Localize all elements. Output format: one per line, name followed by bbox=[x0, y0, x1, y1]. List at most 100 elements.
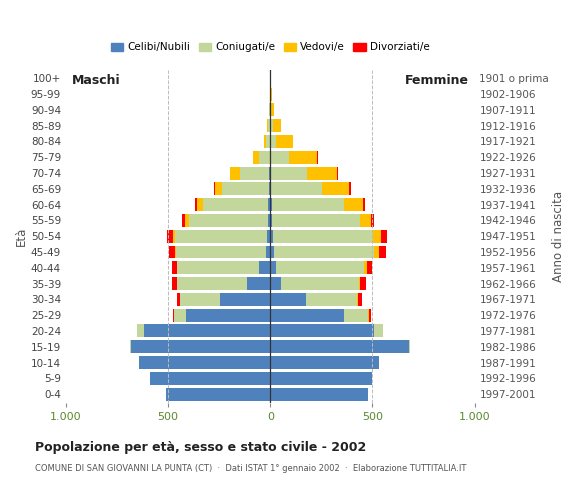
Bar bbox=[289, 151, 317, 164]
Bar bbox=[270, 135, 277, 148]
Bar bbox=[344, 309, 368, 322]
Bar bbox=[358, 293, 362, 306]
Bar bbox=[269, 103, 270, 116]
Bar bbox=[253, 151, 259, 164]
Bar bbox=[269, 182, 270, 195]
Bar bbox=[270, 340, 409, 353]
Bar bbox=[363, 198, 365, 211]
Bar bbox=[186, 309, 270, 322]
Bar bbox=[277, 135, 293, 148]
Bar bbox=[270, 356, 379, 369]
Bar bbox=[270, 198, 272, 211]
Bar bbox=[268, 198, 270, 211]
Bar bbox=[270, 230, 273, 243]
Bar bbox=[266, 135, 270, 148]
Bar bbox=[246, 277, 270, 290]
Bar bbox=[176, 246, 266, 258]
Bar bbox=[270, 151, 289, 164]
Bar bbox=[180, 293, 220, 306]
Text: Popolazione per età, sesso e stato civile - 2002: Popolazione per età, sesso e stato civil… bbox=[35, 441, 366, 454]
Bar bbox=[371, 214, 375, 227]
Bar bbox=[322, 182, 349, 195]
Bar bbox=[173, 309, 174, 322]
Bar bbox=[268, 214, 270, 227]
Bar bbox=[186, 214, 188, 227]
Bar bbox=[359, 277, 360, 290]
Bar bbox=[270, 324, 375, 337]
Bar bbox=[274, 246, 375, 258]
Bar bbox=[273, 119, 281, 132]
Legend: Celibi/Nubili, Coniugati/e, Vedovi/e, Divorziati/e: Celibi/Nubili, Coniugati/e, Vedovi/e, Di… bbox=[107, 38, 434, 57]
Bar bbox=[172, 261, 177, 274]
Bar bbox=[143, 324, 270, 337]
Bar bbox=[270, 293, 306, 306]
Bar bbox=[197, 198, 203, 211]
Bar bbox=[270, 103, 271, 116]
Bar bbox=[264, 135, 266, 148]
Bar bbox=[230, 167, 240, 180]
Bar bbox=[220, 293, 270, 306]
Bar bbox=[270, 261, 277, 274]
Text: COMUNE DI SAN GIOVANNI LA PUNTA (CT)  ·  Dati ISTAT 1° gennaio 2002  ·  Elaboraz: COMUNE DI SAN GIOVANNI LA PUNTA (CT) · D… bbox=[35, 464, 466, 473]
Bar bbox=[270, 277, 281, 290]
Bar bbox=[215, 182, 222, 195]
Bar bbox=[268, 119, 270, 132]
Bar bbox=[270, 167, 271, 180]
Text: Maschi: Maschi bbox=[72, 73, 121, 86]
Bar bbox=[271, 103, 274, 116]
Bar bbox=[270, 119, 273, 132]
Text: Femmine: Femmine bbox=[404, 73, 469, 86]
Bar bbox=[222, 182, 269, 195]
Bar bbox=[271, 182, 322, 195]
Bar bbox=[266, 246, 270, 258]
Bar bbox=[259, 261, 270, 274]
Bar bbox=[270, 182, 271, 195]
Bar bbox=[182, 214, 186, 227]
Bar bbox=[203, 198, 268, 211]
Y-axis label: Anno di nascita: Anno di nascita bbox=[552, 191, 565, 282]
Bar bbox=[177, 261, 259, 274]
Bar bbox=[214, 182, 215, 195]
Bar bbox=[270, 214, 272, 227]
Bar bbox=[344, 198, 363, 211]
Bar bbox=[349, 182, 350, 195]
Bar bbox=[131, 340, 270, 353]
Bar bbox=[272, 214, 360, 227]
Bar bbox=[172, 277, 177, 290]
Bar bbox=[380, 230, 387, 243]
Bar bbox=[173, 230, 175, 243]
Bar bbox=[374, 230, 380, 243]
Bar bbox=[267, 119, 268, 132]
Bar bbox=[272, 198, 344, 211]
Bar bbox=[195, 198, 197, 211]
Bar bbox=[267, 230, 270, 243]
Bar bbox=[364, 261, 367, 274]
Bar bbox=[271, 167, 307, 180]
Bar bbox=[273, 230, 374, 243]
Bar bbox=[307, 167, 336, 180]
Bar bbox=[188, 214, 268, 227]
Bar bbox=[137, 324, 143, 337]
Bar bbox=[277, 261, 364, 274]
Bar bbox=[177, 277, 246, 290]
Bar bbox=[357, 293, 358, 306]
Bar bbox=[175, 246, 176, 258]
Bar bbox=[269, 167, 270, 180]
Bar bbox=[281, 277, 359, 290]
Bar bbox=[379, 246, 386, 258]
Y-axis label: Età: Età bbox=[15, 227, 28, 246]
Bar bbox=[150, 372, 270, 385]
Bar bbox=[177, 293, 180, 306]
Bar bbox=[259, 151, 270, 164]
Bar bbox=[336, 167, 338, 180]
Bar bbox=[139, 356, 270, 369]
Bar bbox=[130, 340, 131, 353]
Bar bbox=[270, 246, 274, 258]
Bar bbox=[240, 167, 269, 180]
Bar bbox=[270, 309, 344, 322]
Bar bbox=[175, 230, 267, 243]
Bar bbox=[367, 261, 372, 274]
Bar bbox=[167, 230, 173, 243]
Bar bbox=[409, 340, 410, 353]
Bar bbox=[360, 277, 367, 290]
